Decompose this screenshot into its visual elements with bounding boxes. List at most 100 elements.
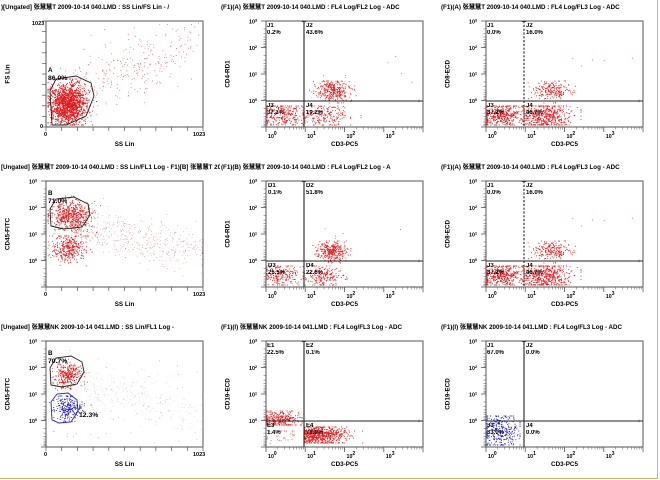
svg-text:J2: J2 bbox=[526, 183, 533, 189]
svg-text:0.2%: 0.2% bbox=[267, 30, 281, 36]
svg-text:102: 102 bbox=[347, 451, 356, 460]
svg-text:101: 101 bbox=[469, 70, 478, 79]
svg-text:1.4%: 1.4% bbox=[267, 430, 281, 436]
svg-text:103: 103 bbox=[606, 291, 615, 300]
svg-text:103: 103 bbox=[469, 177, 478, 186]
svg-text:103: 103 bbox=[386, 291, 395, 300]
svg-text:101: 101 bbox=[307, 131, 316, 140]
svg-text:J3: J3 bbox=[487, 423, 494, 429]
svg-text:100: 100 bbox=[469, 97, 478, 106]
svg-text:100: 100 bbox=[268, 451, 277, 460]
svg-text:46.7%: 46.7% bbox=[526, 270, 544, 276]
svg-text:100: 100 bbox=[249, 257, 258, 266]
svg-text:D3: D3 bbox=[268, 263, 276, 269]
svg-text:E1: E1 bbox=[267, 343, 275, 349]
svg-text:12.3%: 12.3% bbox=[79, 412, 98, 419]
svg-text:J4: J4 bbox=[306, 103, 313, 109]
svg-text:J3: J3 bbox=[487, 103, 494, 109]
svg-text:101: 101 bbox=[29, 390, 38, 399]
svg-text:16.0%: 16.0% bbox=[526, 30, 544, 36]
svg-text:0: 0 bbox=[40, 124, 43, 130]
svg-text:46.7%: 46.7% bbox=[526, 110, 544, 116]
svg-text:102: 102 bbox=[469, 364, 478, 373]
svg-text:D4: D4 bbox=[306, 263, 314, 269]
svg-text:0.0%: 0.0% bbox=[487, 190, 501, 196]
svg-text:100: 100 bbox=[249, 417, 258, 426]
svg-text:103: 103 bbox=[249, 337, 258, 346]
svg-text:J2: J2 bbox=[526, 23, 533, 29]
svg-text:100: 100 bbox=[29, 257, 38, 266]
svg-text:25.5%: 25.5% bbox=[268, 270, 286, 276]
svg-text:102: 102 bbox=[29, 204, 38, 213]
svg-text:102: 102 bbox=[567, 291, 576, 300]
svg-text:101: 101 bbox=[527, 451, 536, 460]
svg-text:J1: J1 bbox=[487, 183, 494, 189]
svg-text:J2: J2 bbox=[306, 23, 313, 29]
svg-text:19.2%: 19.2% bbox=[306, 110, 324, 116]
svg-text:J1: J1 bbox=[487, 343, 494, 349]
svg-text:103: 103 bbox=[249, 17, 258, 26]
svg-text:37.2%: 37.2% bbox=[487, 110, 505, 116]
svg-text:J3: J3 bbox=[267, 103, 274, 109]
svg-text:101: 101 bbox=[29, 230, 38, 239]
svg-text:103: 103 bbox=[469, 337, 478, 346]
svg-text:100: 100 bbox=[469, 417, 478, 426]
svg-text:D1: D1 bbox=[268, 183, 276, 189]
svg-text:102: 102 bbox=[469, 44, 478, 53]
svg-text:102: 102 bbox=[567, 451, 576, 460]
svg-text:71.0%: 71.0% bbox=[48, 198, 67, 205]
svg-text:101: 101 bbox=[527, 291, 536, 300]
svg-text:A: A bbox=[48, 67, 53, 74]
svg-text:101: 101 bbox=[469, 230, 478, 239]
svg-text:103: 103 bbox=[469, 17, 478, 26]
svg-text:J2: J2 bbox=[526, 343, 533, 349]
svg-text:J3: J3 bbox=[487, 263, 494, 269]
svg-text:101: 101 bbox=[307, 451, 316, 460]
svg-text:102: 102 bbox=[567, 131, 576, 140]
svg-text:102: 102 bbox=[469, 204, 478, 213]
svg-text:37.1%: 37.1% bbox=[267, 110, 285, 116]
svg-text:37.2%: 37.2% bbox=[487, 270, 505, 276]
svg-text:101: 101 bbox=[527, 131, 536, 140]
svg-text:103: 103 bbox=[386, 451, 395, 460]
svg-text:B: B bbox=[48, 350, 53, 357]
svg-text:E4: E4 bbox=[306, 423, 314, 429]
svg-text:16.0%: 16.0% bbox=[526, 190, 544, 196]
svg-text:102: 102 bbox=[249, 364, 258, 373]
svg-text:102: 102 bbox=[347, 291, 356, 300]
svg-text:0: 0 bbox=[44, 292, 47, 298]
svg-text:0.0%: 0.0% bbox=[526, 430, 540, 436]
svg-text:103: 103 bbox=[29, 177, 38, 186]
svg-text:0.1%: 0.1% bbox=[268, 190, 282, 196]
svg-text:D2: D2 bbox=[306, 183, 314, 189]
svg-text:70.7%: 70.7% bbox=[48, 358, 67, 365]
svg-text:86.0%: 86.0% bbox=[48, 75, 67, 82]
svg-text:100: 100 bbox=[488, 291, 497, 300]
svg-text:51.8%: 51.8% bbox=[306, 190, 324, 196]
svg-text:101: 101 bbox=[249, 70, 258, 79]
svg-text:100: 100 bbox=[488, 451, 497, 460]
svg-text:0.0%: 0.0% bbox=[526, 350, 540, 356]
svg-text:76.0%: 76.0% bbox=[306, 430, 324, 436]
svg-text:67.0%: 67.0% bbox=[487, 350, 505, 356]
svg-text:100: 100 bbox=[29, 417, 38, 426]
svg-text:103: 103 bbox=[249, 177, 258, 186]
svg-text:0: 0 bbox=[44, 132, 47, 138]
svg-text:100: 100 bbox=[469, 257, 478, 266]
svg-text:I: I bbox=[79, 404, 81, 411]
svg-text:103: 103 bbox=[606, 131, 615, 140]
svg-text:100: 100 bbox=[249, 97, 258, 106]
svg-text:J1: J1 bbox=[267, 23, 274, 29]
svg-text:103: 103 bbox=[606, 451, 615, 460]
svg-text:101: 101 bbox=[249, 230, 258, 239]
svg-text:1023: 1023 bbox=[193, 292, 205, 298]
svg-text:1023: 1023 bbox=[193, 132, 205, 138]
svg-text:102: 102 bbox=[249, 44, 258, 53]
svg-text:100: 100 bbox=[268, 131, 277, 140]
svg-text:E2: E2 bbox=[306, 343, 314, 349]
svg-text:1023: 1023 bbox=[193, 452, 205, 458]
svg-text:102: 102 bbox=[347, 131, 356, 140]
svg-text:103: 103 bbox=[29, 337, 38, 346]
svg-text:E3: E3 bbox=[267, 423, 275, 429]
svg-text:100: 100 bbox=[488, 131, 497, 140]
